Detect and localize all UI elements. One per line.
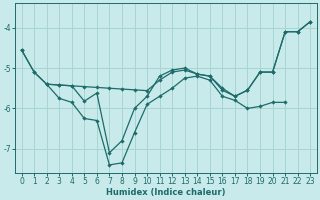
- X-axis label: Humidex (Indice chaleur): Humidex (Indice chaleur): [106, 188, 226, 197]
